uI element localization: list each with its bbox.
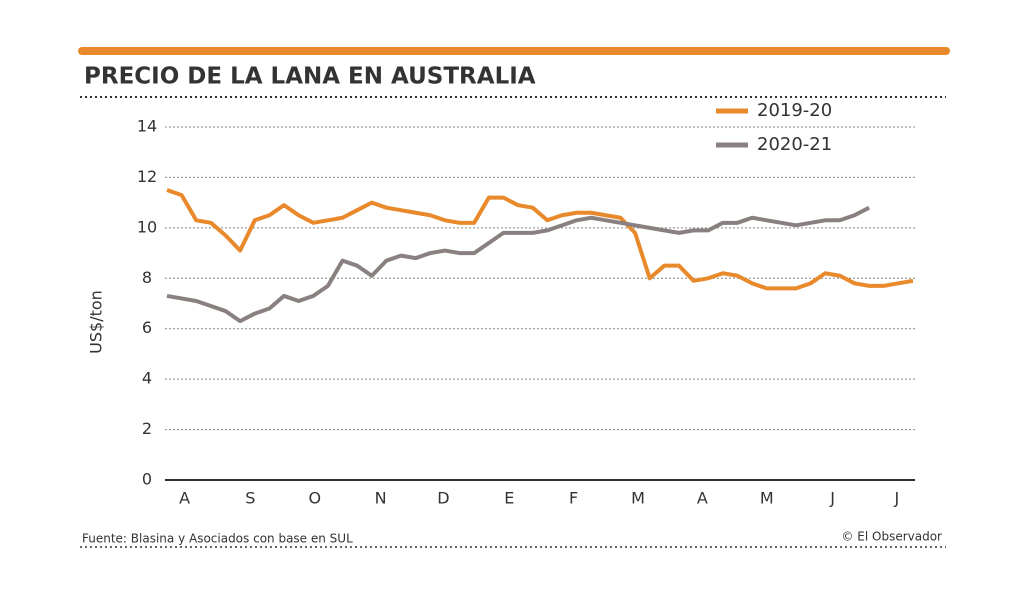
x-tick-label: E bbox=[504, 489, 514, 508]
y-axis-label: US$/ton bbox=[87, 290, 106, 354]
x-tick-label: F bbox=[569, 489, 578, 508]
legend-label: 2019-20 bbox=[757, 100, 832, 121]
y-tick-label: 10 bbox=[137, 217, 157, 236]
series-line bbox=[166, 188, 914, 291]
y-tick-label: 6 bbox=[142, 318, 152, 337]
x-tick-label: J bbox=[829, 489, 835, 508]
credit: © El Observador bbox=[841, 530, 942, 544]
y-tick-label: 2 bbox=[142, 419, 152, 438]
y-tick-label: 14 bbox=[137, 117, 157, 136]
x-tick-label: M bbox=[760, 489, 774, 508]
y-tick-label: 4 bbox=[142, 369, 152, 388]
y-tick-label: 0 bbox=[142, 470, 152, 489]
x-tick-label: O bbox=[308, 489, 321, 508]
chart-title: PRECIO DE LA LANA EN AUSTRALIA bbox=[84, 64, 536, 90]
x-tick-label: A bbox=[179, 489, 190, 508]
source: Fuente: Blasina y Asociados con base en … bbox=[82, 532, 353, 546]
series-line bbox=[166, 205, 871, 324]
y-tick-label: 8 bbox=[142, 268, 152, 287]
x-tick-label: N bbox=[375, 489, 387, 508]
x-tick-label: M bbox=[631, 489, 645, 508]
legend-label: 2020-21 bbox=[757, 134, 832, 155]
y-tick-label: 12 bbox=[137, 167, 157, 186]
x-tick-label: J bbox=[894, 489, 900, 508]
x-tick-label: S bbox=[245, 489, 255, 508]
x-tick-label: A bbox=[697, 489, 708, 508]
x-tick-label: D bbox=[437, 489, 449, 508]
